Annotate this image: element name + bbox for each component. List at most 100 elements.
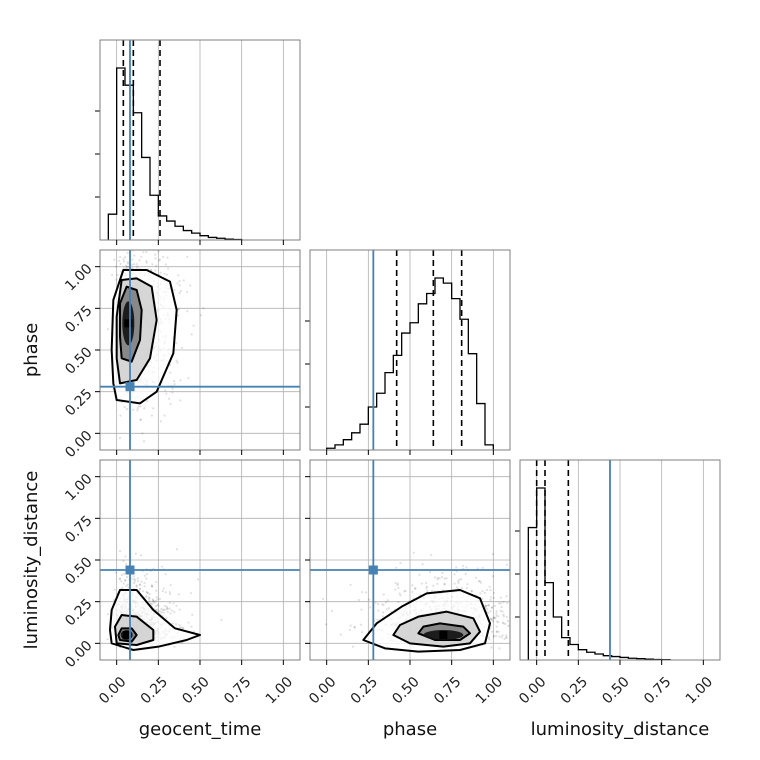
sample-point xyxy=(139,418,142,421)
sample-point xyxy=(484,606,487,609)
sample-point xyxy=(181,627,185,630)
sample-point xyxy=(523,626,525,628)
sample-point xyxy=(175,604,178,607)
sample-point xyxy=(457,581,460,585)
sample-point xyxy=(500,636,503,639)
sample-point xyxy=(147,598,150,601)
sample-point xyxy=(377,602,380,606)
sample-point xyxy=(432,584,435,587)
sample-point xyxy=(125,584,128,587)
panel-geocent_time-phase: 0.00 0.25 0.50 0.75 1.00 phase xyxy=(21,229,301,461)
sample-point xyxy=(404,589,407,593)
sample-point xyxy=(166,607,169,610)
sample-point xyxy=(163,272,166,275)
sample-point xyxy=(154,257,157,260)
sample-point xyxy=(165,616,168,619)
sample-point xyxy=(162,587,165,590)
sample-point xyxy=(360,608,363,611)
sample-point xyxy=(144,596,147,599)
sample-point xyxy=(470,590,473,593)
sample-point xyxy=(351,645,355,648)
sample-point xyxy=(171,622,174,625)
sample-point xyxy=(139,418,142,421)
sample-point xyxy=(434,576,437,579)
sample-point xyxy=(486,611,490,614)
sample-point xyxy=(145,577,148,580)
sample-point xyxy=(376,618,379,621)
sample-point xyxy=(132,575,135,578)
sample-point xyxy=(145,590,148,594)
x-axis-label-geocent_time: geocent_time xyxy=(139,719,262,740)
panel-content xyxy=(310,460,531,660)
sample-point xyxy=(135,584,138,587)
sample-point xyxy=(124,578,127,582)
sample-point xyxy=(146,592,150,595)
sample-point xyxy=(505,563,509,566)
sample-point xyxy=(440,576,444,579)
sample-point xyxy=(492,596,496,599)
sample-point xyxy=(474,576,478,579)
sample-point xyxy=(489,618,492,621)
sample-point xyxy=(498,602,501,605)
sample-point xyxy=(189,284,192,287)
sample-point xyxy=(502,613,505,616)
sample-point xyxy=(438,577,441,580)
sample-point xyxy=(118,549,122,553)
sample-point xyxy=(143,581,146,585)
x-tick-label-geocent_time-1: 0.25 xyxy=(138,674,171,707)
sample-point xyxy=(154,269,157,272)
sample-point xyxy=(147,241,149,243)
panel-geocent_time-luminosity_distance: 0.00 0.25 0.50 0.75 1.00geocent_time0.000.25… xyxy=(21,459,301,740)
sample-point xyxy=(397,587,400,590)
sample-point xyxy=(138,583,141,586)
sample-point xyxy=(168,601,171,604)
x-tick-label-phase-4: 1.00 xyxy=(473,674,506,707)
sample-point xyxy=(495,630,499,633)
sample-point xyxy=(180,346,184,349)
sample-point xyxy=(487,604,490,607)
sample-point xyxy=(374,601,377,604)
sample-point xyxy=(142,251,145,254)
sample-point xyxy=(348,628,352,632)
sample-point xyxy=(165,247,167,249)
sample-point xyxy=(122,572,125,575)
sample-point xyxy=(498,635,501,638)
sample-point xyxy=(150,414,154,417)
sample-point xyxy=(190,333,193,336)
sample-point xyxy=(139,405,142,408)
sample-point xyxy=(176,361,179,364)
sample-point xyxy=(505,636,508,639)
sample-point xyxy=(124,229,126,231)
sample-point xyxy=(503,637,506,640)
sample-point xyxy=(436,576,440,580)
sample-point xyxy=(411,590,414,594)
y-tick-label-phase-2: 0.50 xyxy=(62,344,95,377)
sample-point xyxy=(175,359,178,362)
sample-point xyxy=(199,314,202,317)
panel-content xyxy=(100,229,300,450)
y-tick-label-phase-4: 1.00 xyxy=(62,261,95,294)
sample-point xyxy=(173,383,176,386)
sample-point xyxy=(151,599,154,602)
sample-point xyxy=(135,262,138,266)
sample-point xyxy=(124,579,127,582)
sample-point xyxy=(456,579,460,583)
sample-point xyxy=(149,602,152,605)
sample-point xyxy=(175,548,179,551)
sample-point xyxy=(164,573,167,576)
sample-point xyxy=(158,259,161,262)
sample-point xyxy=(126,251,129,254)
sample-point xyxy=(122,582,125,585)
sample-point xyxy=(357,598,361,602)
sample-point xyxy=(381,611,385,614)
sample-point xyxy=(529,626,531,628)
sample-point xyxy=(118,577,121,581)
sample-point xyxy=(146,400,149,403)
sample-point xyxy=(502,615,505,618)
sample-point xyxy=(398,592,401,595)
sample-point xyxy=(114,571,118,574)
sample-point xyxy=(161,608,164,612)
sample-point xyxy=(514,602,516,604)
sample-point xyxy=(505,615,508,618)
